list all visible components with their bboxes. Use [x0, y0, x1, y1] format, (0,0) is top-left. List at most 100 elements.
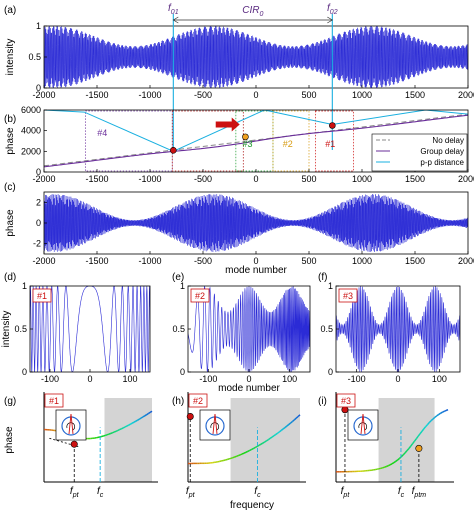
- phase-curve-h: [290, 420, 293, 424]
- phase-point-g: [70, 440, 78, 448]
- legend-entry: Group delay: [420, 147, 464, 156]
- phase-curve-h: [247, 449, 250, 453]
- panel-label-g: (g): [4, 396, 16, 407]
- y-tick-label-d: 0.5: [14, 324, 27, 334]
- x-tick-label-c: -500: [194, 256, 212, 266]
- phase-curve-i: [430, 418, 434, 422]
- phase-curve-i: [438, 412, 441, 416]
- phase-curve-h: [234, 455, 237, 458]
- phase-curve-h: [254, 445, 258, 449]
- x-tick-label-a: 1500: [405, 90, 425, 100]
- phase-curve-g: [122, 426, 126, 429]
- cir-arrow-head-right: [327, 16, 334, 24]
- xlabel-e: mode number: [218, 383, 280, 394]
- x-tick-label-f: 100: [432, 374, 447, 384]
- phase-curve-g: [108, 432, 111, 435]
- ylabel-a: intensity: [5, 39, 16, 76]
- phase-curve-i: [428, 420, 432, 424]
- ylabel-d: intensity: [1, 311, 12, 348]
- phase-curve-i: [380, 467, 383, 470]
- phase-curve-i: [442, 410, 445, 413]
- x-tick-label-d: -100: [41, 374, 59, 384]
- region-box: [272, 110, 310, 172]
- x-tick-label-f: 0: [395, 374, 400, 384]
- x-tick-label-b: -500: [194, 174, 212, 184]
- region-box: [171, 110, 244, 172]
- x-tick-label-b: -2000: [32, 174, 55, 184]
- phase-curve-h: [297, 414, 301, 418]
- y-tick-label-b: 0: [36, 167, 41, 177]
- phase-curve-i: [415, 435, 419, 440]
- phase-curve-g: [142, 415, 146, 418]
- phase-curve-g: [148, 411, 151, 415]
- y-tick-label-e: 0: [180, 367, 185, 377]
- phase-curve-g: [117, 428, 120, 432]
- xtick-label-g: fpt: [70, 486, 80, 499]
- phase-curve-h: [241, 452, 245, 455]
- signal-e: [188, 286, 310, 372]
- phase-curve-h: [260, 442, 264, 445]
- panel-label-i: (i): [318, 396, 327, 407]
- tag-box-d: [32, 288, 52, 303]
- phase-curve-i: [400, 454, 404, 458]
- phase-curve-i: [413, 438, 417, 442]
- phase-curve-h: [267, 437, 271, 441]
- phase-curve-i: [404, 450, 408, 454]
- phase-curve-g: [113, 430, 117, 433]
- phase-curve-h: [293, 417, 297, 421]
- x-tick-label-c: 0: [253, 256, 258, 266]
- phase-curve-i: [419, 430, 423, 435]
- phase-curve-i: [395, 459, 399, 463]
- tag-g: #1: [49, 396, 59, 406]
- y-tick-label-c: -2: [33, 239, 41, 249]
- phase-curve-i: [417, 433, 421, 437]
- panel-label-h: (h): [172, 396, 184, 407]
- label-f02: f02: [327, 3, 338, 16]
- phase-curve-i: [402, 452, 406, 456]
- phase-curve-i: [436, 413, 440, 417]
- phase-curve-i: [378, 467, 381, 470]
- x-tick-label-d: 0: [87, 374, 92, 384]
- phase-curve-i: [411, 440, 415, 445]
- x-tick-label-c: -2000: [32, 256, 55, 266]
- phase-curve-g: [135, 419, 138, 422]
- phase-curve-g: [137, 418, 140, 421]
- phase-curve-h: [279, 429, 282, 433]
- xtick-label-h: fpt: [186, 486, 196, 499]
- tag-h: #2: [193, 396, 203, 406]
- phase-curve-g: [146, 412, 149, 416]
- x-tick-label-a: 0: [253, 90, 258, 100]
- phase-curve-h: [282, 426, 286, 430]
- ylabel-g: phase: [4, 426, 15, 454]
- x-tick-label-b: 500: [301, 174, 316, 184]
- phase-curve-i: [382, 466, 385, 469]
- shade-h: [230, 398, 300, 482]
- x-tick-label-b: 1000: [352, 174, 372, 184]
- phase-curve-h: [280, 428, 284, 431]
- signal-a: [44, 26, 468, 88]
- phase-curve-h: [262, 441, 265, 444]
- waveguide-icon: [360, 413, 366, 435]
- y-tick-label-e: 1: [180, 281, 185, 291]
- x-tick-label-c: -1000: [138, 256, 161, 266]
- phase-curve-i: [408, 445, 412, 450]
- phase-curve-i: [423, 426, 427, 430]
- phase-curve-i: [445, 409, 449, 412]
- phase-curve-i: [389, 463, 393, 466]
- phase-curve-h: [223, 459, 226, 462]
- tag-box-g: [44, 393, 64, 408]
- phase-curve-h: [258, 443, 262, 447]
- y-tick-label-f: 0.5: [320, 324, 333, 334]
- phase-curve-h: [251, 447, 254, 451]
- y-tick-label-b: 6000: [21, 105, 41, 115]
- y-tick-label-c: 2: [36, 197, 41, 207]
- phase-curve-i: [410, 443, 414, 447]
- phase-curve-h: [265, 439, 269, 442]
- phase-curve-h: [238, 454, 241, 457]
- x-tick-label-c: 1500: [405, 256, 425, 266]
- x-tick-label-e: 100: [282, 374, 297, 384]
- phase-curve-i: [391, 461, 395, 465]
- xtick-label-g: fc: [97, 486, 104, 499]
- y-tick-label-b: 4000: [21, 126, 41, 136]
- phase-curve-h: [230, 456, 234, 460]
